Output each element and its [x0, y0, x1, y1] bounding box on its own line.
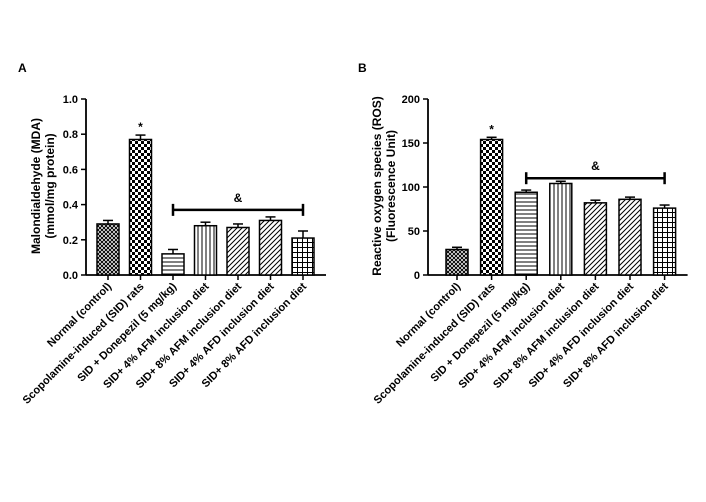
panel-a-bar [193, 224, 218, 276]
panel-b-ytick-label: 150 [402, 138, 420, 150]
panel-a: A Malondialdehyde (MDA) (mmol/mg protein… [18, 61, 326, 407]
panel-a-label: A [18, 61, 27, 75]
panel-b-ytick-label: 200 [402, 94, 420, 106]
panel-b-label: B [358, 61, 367, 75]
panel-a-bar [96, 223, 120, 276]
panel-a-bar [161, 253, 185, 276]
panel-a-ytick-label: 0.4 [63, 200, 79, 212]
panel-a-bar [128, 138, 153, 276]
panel-b-ytick-label: 0 [414, 270, 420, 282]
panel-a-ylabel-line1: Malondialdehyde (MDA) [29, 118, 43, 254]
panel-b-bar [583, 202, 608, 276]
panel-b-bar [618, 198, 642, 276]
panel-b-bar [445, 248, 469, 276]
panel-b-category-label: Normal (control) [394, 280, 463, 349]
panel-a-bar [291, 237, 315, 276]
panel-a-category-label: Scopolamine-induced (SID) rats [21, 281, 147, 407]
panel-b: B Reactive oxygen species (ROS) (Fluores… [358, 61, 688, 407]
panel-a-ytick-label: 1.0 [63, 94, 78, 106]
panel-a-significance-star: * [138, 120, 143, 134]
panel-a-bar [226, 226, 250, 276]
panel-a-ytick-label: 0.2 [63, 235, 78, 247]
panel-a-ytick-label: 0.8 [63, 129, 78, 141]
panel-b-ytick-label: 50 [408, 226, 420, 238]
panel-b-bar [514, 191, 538, 276]
panel-b-significance-ampersand: & [591, 159, 600, 173]
panel-b-bar [549, 182, 573, 276]
panel-b-bar [652, 207, 677, 276]
panel-b-ytick-label: 100 [402, 182, 420, 194]
panel-b-ylabel-line1: Reactive oxygen species (ROS) [370, 96, 384, 275]
panel-b-ylabel-line2: (Fluorescence Unit) [384, 130, 398, 242]
panel-b-bar [479, 138, 504, 276]
panel-b-significance-star: * [489, 122, 494, 136]
panel-a-ytick-label: 0.6 [63, 164, 78, 176]
panel-a-significance-ampersand: & [234, 191, 243, 205]
panel-a-bar [258, 219, 283, 276]
panel-a-ytick-label: 0.0 [63, 270, 78, 282]
panel-a-ylabel-line2: (mmol/mg protein) [43, 133, 57, 238]
